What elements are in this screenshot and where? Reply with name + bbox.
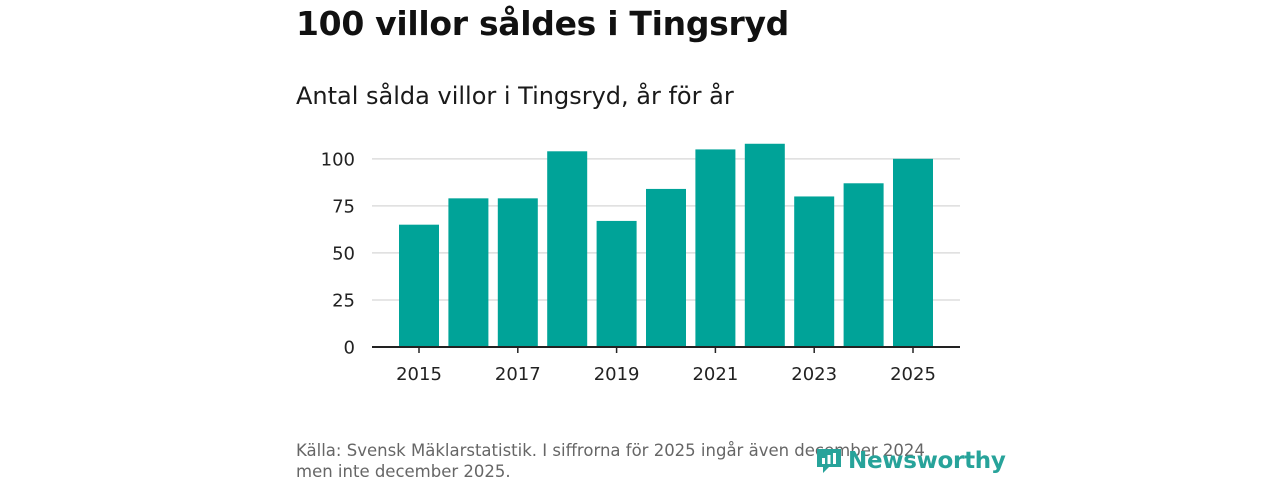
- y-tick-label-25: 25: [332, 290, 355, 311]
- bar-2022: [744, 143, 785, 347]
- logo-text: Newsworthy: [848, 448, 1006, 474]
- bar-2017: [497, 198, 538, 347]
- y-tick-label-0: 0: [344, 338, 355, 359]
- chart-title: 100 villor såldes i Tingsryd: [296, 4, 789, 43]
- y-tick-label-50: 50: [332, 243, 355, 264]
- newsworthy-logo-icon: [817, 449, 841, 473]
- bar-2021: [695, 149, 736, 347]
- source-note: Källa: Svensk Mäklarstatistik. I siffror…: [296, 441, 925, 481]
- bar-2024: [843, 183, 884, 347]
- x-tick-label-2019: 2019: [594, 364, 640, 385]
- bar-2019: [596, 220, 637, 347]
- newsworthy-logo: Newsworthy: [814, 446, 1006, 476]
- x-tick-label-2021: 2021: [692, 364, 738, 385]
- x-tick-label-2015: 2015: [396, 364, 442, 385]
- axes: 0 25 50 75 100 2015 2017 2019 2021 2023 2025: [321, 149, 960, 385]
- x-tick-label-2023: 2023: [791, 364, 837, 385]
- x-tick-label-2017: 2017: [495, 364, 541, 385]
- chart-subtitle: Antal sålda villor i Tingsryd, år för år: [296, 82, 734, 110]
- x-tick-label-2025: 2025: [890, 364, 936, 385]
- bar-2015: [399, 224, 439, 347]
- bar-2018: [547, 151, 588, 347]
- y-tick-label-100: 100: [321, 149, 355, 170]
- bar-2025: [893, 158, 933, 347]
- bar-chart: 0 25 50 75 100 2015 2017 2019 2021 2023 2025: [321, 143, 960, 385]
- bar-2023: [794, 196, 835, 347]
- bar-2020: [646, 188, 686, 347]
- bar-2016: [448, 198, 489, 347]
- y-tick-label-75: 75: [332, 196, 355, 217]
- bars: [399, 143, 933, 347]
